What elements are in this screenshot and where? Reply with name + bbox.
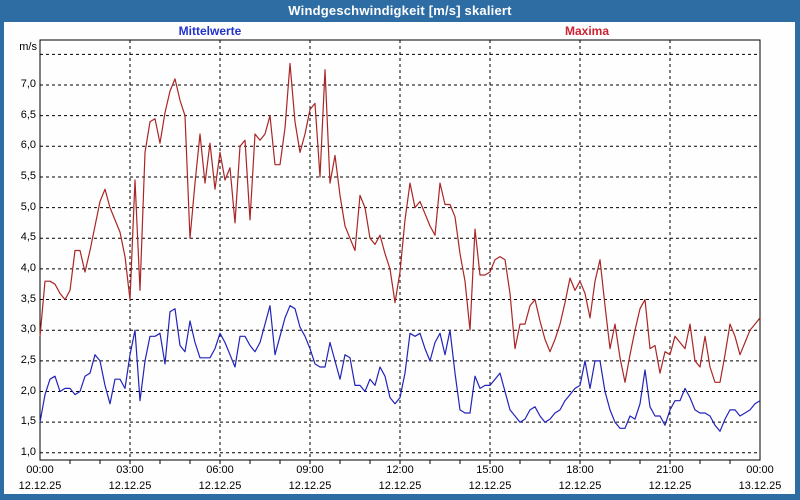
y-tick-label: 7,0 [20,78,36,90]
window-border-left [0,22,4,500]
x-tick-date-label: 12.12.25 [648,480,692,492]
window-title-bar: Windgeschwindigkeit [m/s] skaliert [0,0,800,22]
x-tick-time-label: 21:00 [656,464,684,476]
x-tick-date-label: 12.12.25 [378,480,422,492]
series-line-mittelwerte [39,305,761,432]
series-line-maxima [39,62,761,383]
x-tick-time-label: 12:00 [386,464,414,476]
y-tick-label: 4,5 [20,231,36,244]
y-tick-label: 2,5 [20,353,36,366]
x-tick-date-label: 12.12.25 [468,480,512,492]
window-border-bottom [0,494,800,500]
y-tick-label: 6,5 [20,108,36,121]
y-tick-label: 3,5 [20,292,36,305]
x-tick-time-label: 00:00 [746,464,774,476]
y-tick-label: 1,5 [20,415,36,428]
y-tick-label: 6,0 [20,139,36,152]
x-tick-time-label: 15:00 [476,464,504,476]
y-axis-unit-label: m/s [19,41,37,53]
x-tick-time-label: 03:00 [116,464,144,476]
window-border-right [795,22,800,500]
x-tick-date-label: 12.12.25 [18,480,62,492]
x-tick-date-label: 12.12.25 [288,480,332,492]
x-tick-time-label: 00:00 [26,464,54,476]
y-tick-label: 3,0 [20,323,36,336]
y-tick-label: 4,0 [20,261,36,274]
legend-label-mean: Mittelwerte [178,24,242,38]
window-title: Windgeschwindigkeit [m/s] skaliert [288,3,512,18]
x-tick-date-label: 12.12.25 [558,480,602,492]
y-tick-label: 2,0 [20,384,36,397]
y-tick-label: 1,0 [20,445,36,458]
x-tick-date-label: 13.12.25 [738,480,782,492]
x-tick-time-label: 18:00 [566,464,594,476]
legend-label-max: Maxima [564,24,610,38]
y-tick-label: 5,5 [20,169,36,182]
x-tick-date-label: 12.12.25 [108,480,152,492]
x-tick-time-label: 06:00 [206,464,234,476]
x-tick-date-label: 12.12.25 [198,480,242,492]
y-tick-label: 5,0 [20,200,36,213]
x-tick-time-label: 09:00 [296,464,324,476]
